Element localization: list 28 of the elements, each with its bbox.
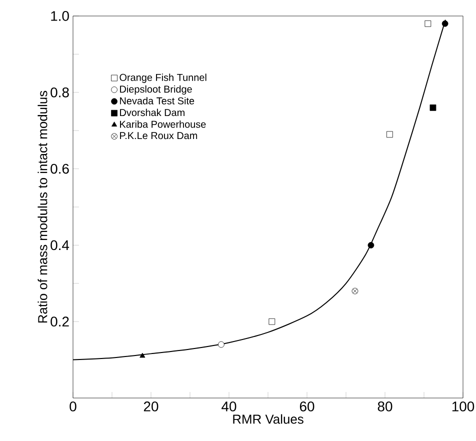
y-tick-label: 0.6 [50,164,69,174]
point [442,20,448,27]
legend-label: Diepsloot Bridge [120,85,192,95]
point [368,242,374,248]
legend-label: Orange Fish Tunnel [120,74,206,83]
point [140,352,146,358]
x-tick-label: 60 [300,402,314,412]
x-tick-label: 40 [222,402,236,412]
legend-label: P.K.Le Roux Dam [120,132,198,140]
x-tick-label: 20 [144,402,158,412]
x-tick-label: 80 [378,402,392,412]
legend-label: Kariba Powerhouse [120,120,206,128]
point [430,104,436,111]
legend-label: Dvorshak Dam [120,108,184,116]
y-axis-title: Ratio of mass modulus to intact modulus [38,90,48,323]
point [218,341,224,348]
point [386,131,393,138]
point [268,318,276,325]
legend-label: Nevada Test Site [120,97,194,104]
x-tick-label: 100 [452,402,474,412]
point [424,20,432,27]
y-tick-label: 1.0 [51,11,69,21]
point [352,288,358,294]
y-tick-label: 0.2 [50,316,69,327]
y-tick-label: 0.8 [50,87,69,98]
y-tick-label: 0.4 [50,240,70,250]
x-axis-title: RMR Values [233,414,304,424]
x-tick-label: 0 [70,402,76,412]
